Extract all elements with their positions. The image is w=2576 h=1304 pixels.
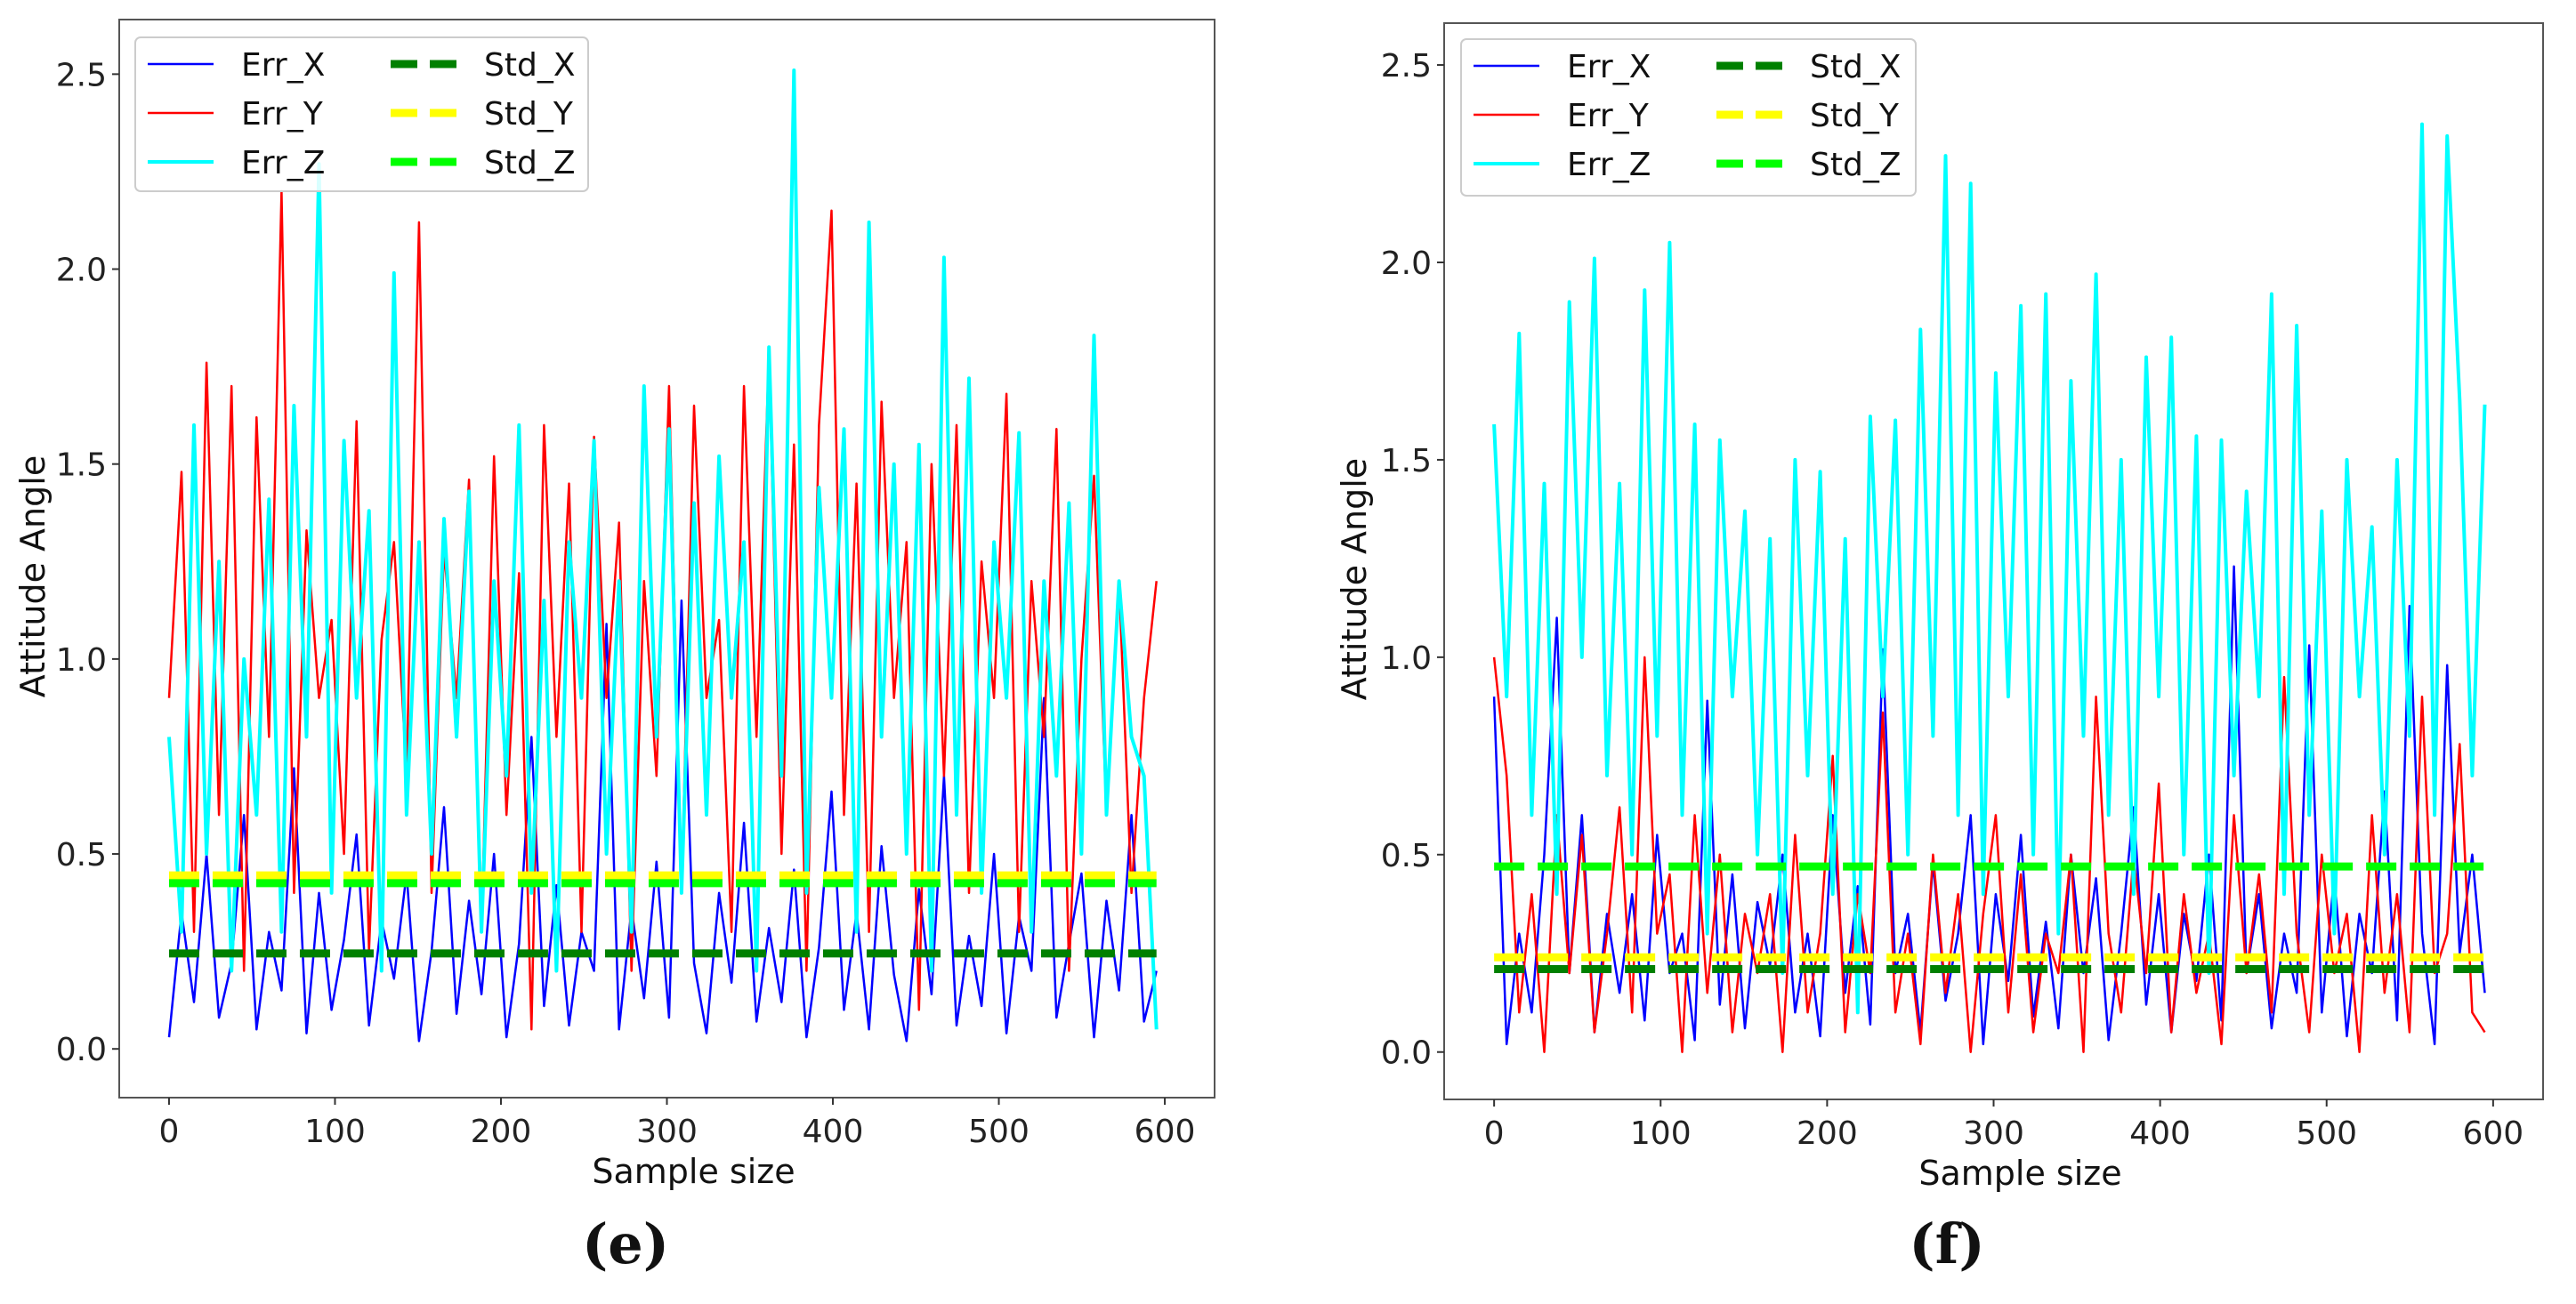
panel-label: (f) [1909, 1211, 1984, 1276]
y-tick-label: 1.0 [1381, 640, 1432, 677]
y-tick-label: 2.0 [56, 253, 107, 289]
legend-label-err-y: Err_Y [241, 96, 324, 133]
legend-label-std-y: Std_Y [484, 96, 574, 133]
x-tick-label: 500 [968, 1114, 1030, 1150]
y-tick-label: 2.5 [56, 57, 107, 93]
x-tick-label: 200 [471, 1114, 532, 1150]
x-tick-label: 100 [1630, 1115, 1692, 1152]
x-tick-label: 0 [1484, 1115, 1505, 1152]
legend: Err_X Err_Y Err_Z Std_X Std_Y Std_Z [1460, 38, 1917, 197]
plot-area [1492, 122, 2487, 1053]
x-axis-label: Sample size [1918, 1154, 2121, 1193]
y-axis-label: Attitude Angle [1335, 458, 1374, 700]
x-tick-label: 100 [304, 1114, 366, 1150]
legend: Err_X Err_Y Err_Z Std_X Std_Y Std_Z [134, 36, 589, 192]
y-tick-label: 2.0 [1381, 246, 1432, 282]
legend-box [134, 36, 589, 192]
y-tick-label: 0.0 [1381, 1035, 1432, 1072]
chart-panel-f: 0 100 200 300 400 500 600 0.0 0.5 1.0 1.5 2.0 2.5 Sam… [1335, 22, 2544, 1276]
legend-label-err-x: Err_X [241, 47, 325, 84]
x-tick-label: 500 [2296, 1115, 2357, 1152]
legend-label-std-z: Std_Z [484, 145, 575, 181]
legend-label-err-x: Err_X [1567, 49, 1651, 85]
x-tick-label: 300 [1963, 1115, 2024, 1152]
x-tick-label: 300 [636, 1114, 698, 1150]
y-tick-label: 1.5 [1381, 443, 1432, 479]
legend-label-err-z: Err_Z [1567, 147, 1651, 183]
legend-label-std-x: Std_X [1810, 49, 1901, 85]
legend-label-std-y: Std_Y [1810, 98, 1900, 134]
legend-box [1460, 38, 1917, 197]
x-axis-label: Sample size [592, 1152, 795, 1191]
x-tick-label: 600 [2463, 1115, 2524, 1152]
y-tick-label: 0.5 [1381, 838, 1432, 874]
y-tick-label: 0.5 [56, 837, 107, 873]
series-line-err-z [167, 68, 1159, 1030]
y-tick-label: 1.5 [56, 447, 107, 484]
series-line-err-z [1492, 122, 2487, 1015]
y-axis-label: Attitude Angle [13, 455, 52, 697]
legend-label-std-z: Std_Z [1810, 147, 1901, 183]
chart-panel-e: 0 100 200 300 400 500 600 0.0 0.5 1.0 1.5 2.0 2.5 Sam… [13, 19, 1215, 1276]
legend-label-err-y: Err_Y [1567, 98, 1650, 134]
legend-label-err-z: Err_Z [241, 145, 325, 181]
y-tick-label: 0.0 [56, 1032, 107, 1068]
y-tick-label: 2.5 [1381, 48, 1432, 85]
series-line-err-x [167, 599, 1158, 1042]
x-tick-label: 600 [1135, 1114, 1196, 1150]
legend-label-std-x: Std_X [484, 47, 575, 84]
plot-area [167, 68, 1159, 1042]
panel-label: (e) [582, 1211, 669, 1276]
x-tick-label: 200 [1797, 1115, 1858, 1152]
y-tick-label: 1.0 [56, 642, 107, 679]
x-tick-label: 0 [159, 1114, 180, 1150]
x-tick-label: 400 [803, 1114, 864, 1150]
x-tick-label: 400 [2129, 1115, 2191, 1152]
